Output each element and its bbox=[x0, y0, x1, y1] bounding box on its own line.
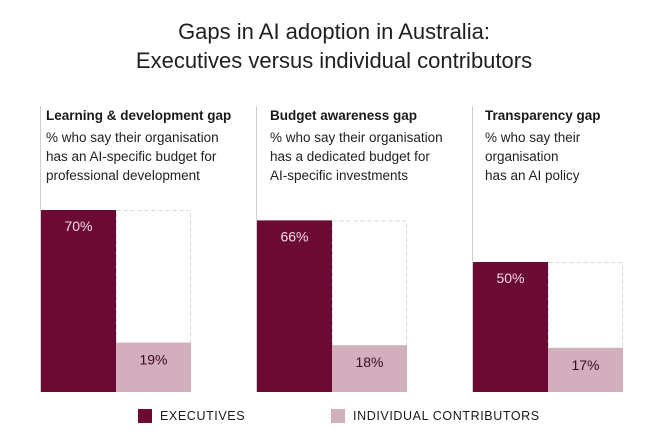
legend-label-individual-contributors: INDIVIDUAL CONTRIBUTORS bbox=[353, 409, 540, 423]
bar-individual-contributors-learning bbox=[116, 342, 191, 392]
data-label-individual-contributors-learning: 19% bbox=[139, 352, 167, 368]
panel-description-learning-line-3: professional development bbox=[46, 168, 200, 183]
panel-heading-budget: Budget awareness gap bbox=[270, 108, 418, 123]
chart-title-line-1: Gaps in AI adoption in Australia: bbox=[178, 19, 490, 44]
legend-swatch-individual-contributors bbox=[331, 409, 345, 423]
bar-individual-contributors-transparency bbox=[548, 347, 623, 392]
legend-label-executives: EXECUTIVES bbox=[160, 409, 246, 423]
panel-divider-1 bbox=[40, 106, 41, 392]
data-label-individual-contributors-transparency: 17% bbox=[571, 357, 599, 373]
data-label-executives-transparency: 50% bbox=[496, 270, 524, 286]
panel-description-learning-line-2: has an AI-specific budget for bbox=[46, 149, 217, 164]
panel-description-budget-line-1: % who say their organisation bbox=[270, 130, 443, 145]
data-label-individual-contributors-budget: 18% bbox=[355, 354, 383, 370]
data-label-executives-learning: 70% bbox=[64, 218, 92, 234]
legend-swatch-executives bbox=[138, 409, 152, 423]
panel-divider-2 bbox=[256, 106, 257, 392]
panel-divider-3 bbox=[472, 106, 473, 392]
panel-description-budget-line-3: AI-specific investments bbox=[270, 168, 409, 183]
bar-individual-contributors-budget bbox=[332, 345, 407, 392]
data-label-executives-budget: 66% bbox=[280, 228, 308, 244]
panel-description-transparency-line-1: % who say their bbox=[485, 130, 581, 145]
panel-description-budget-line-2: has a dedicated budget for bbox=[270, 149, 430, 164]
chart-title-line-2: Executives versus individual contributor… bbox=[135, 48, 533, 73]
panel-heading-transparency: Transparency gap bbox=[485, 108, 601, 123]
bar-executives-transparency bbox=[473, 262, 548, 392]
bar-executives-budget bbox=[257, 220, 332, 392]
panel-description-transparency-line-2: organisation bbox=[485, 149, 559, 164]
panel-description-transparency-line-3: has an AI policy bbox=[485, 168, 580, 183]
gap-outline-learning bbox=[116, 210, 191, 392]
panel-heading-learning: Learning & development gap bbox=[46, 108, 232, 123]
panel-description-learning-line-1: % who say their organisation bbox=[46, 130, 219, 145]
bar-executives-learning bbox=[41, 210, 116, 392]
